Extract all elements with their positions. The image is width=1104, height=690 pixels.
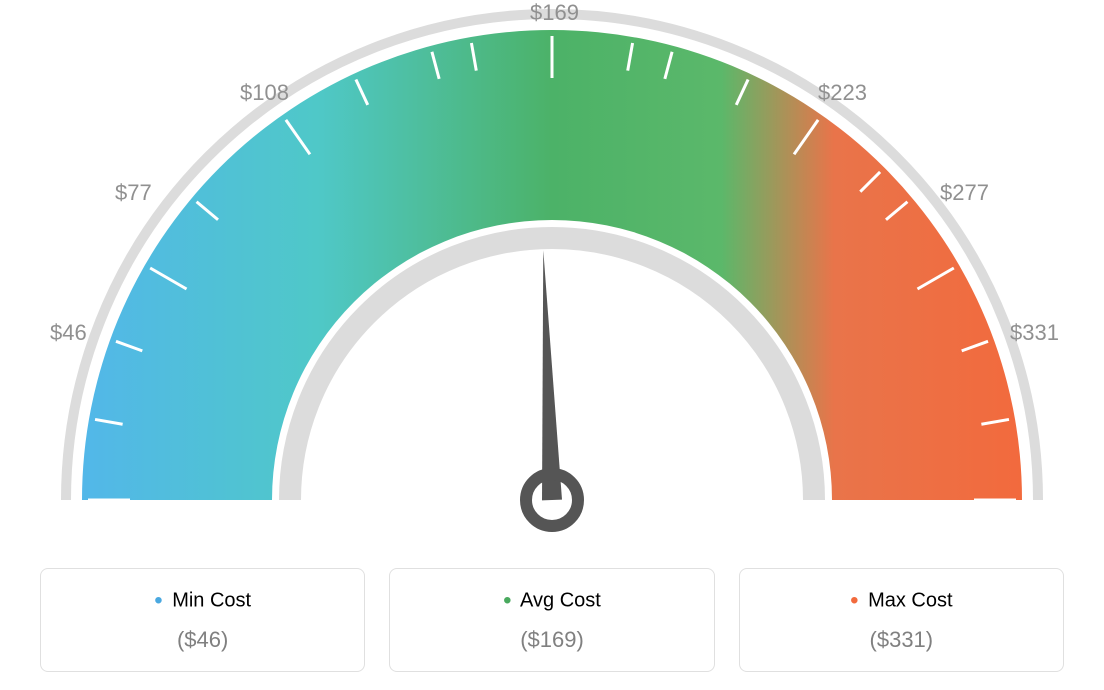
avg-cost-dot: • (503, 587, 511, 614)
min-cost-title: • Min Cost (53, 587, 352, 615)
avg-cost-card: • Avg Cost ($169) (389, 568, 714, 672)
gauge-tick-label: $77 (115, 180, 152, 206)
min-cost-label: Min Cost (172, 589, 251, 611)
gauge-tick-label: $277 (940, 180, 989, 206)
summary-cards: • Min Cost ($46) • Avg Cost ($169) • Max… (0, 568, 1104, 672)
max-cost-card: • Max Cost ($331) (739, 568, 1064, 672)
avg-cost-label: Avg Cost (520, 589, 601, 611)
gauge-tick-label: $223 (818, 80, 867, 106)
max-cost-title: • Max Cost (752, 587, 1051, 615)
min-cost-value: ($46) (53, 627, 352, 653)
avg-cost-title: • Avg Cost (402, 587, 701, 615)
max-cost-value: ($331) (752, 627, 1051, 653)
min-cost-dot: • (154, 587, 162, 614)
gauge-tick-label: $108 (240, 80, 289, 106)
min-cost-card: • Min Cost ($46) (40, 568, 365, 672)
gauge-tick-label: $46 (50, 320, 87, 346)
max-cost-label: Max Cost (868, 589, 952, 611)
gauge-chart: $46 $77 $108 $169 $223 $277 $331 (0, 0, 1104, 560)
gauge-svg (0, 0, 1104, 560)
gauge-tick-label: $169 (530, 0, 579, 26)
gauge-tick-label: $331 (1010, 320, 1059, 346)
avg-cost-value: ($169) (402, 627, 701, 653)
max-cost-dot: • (850, 587, 858, 614)
